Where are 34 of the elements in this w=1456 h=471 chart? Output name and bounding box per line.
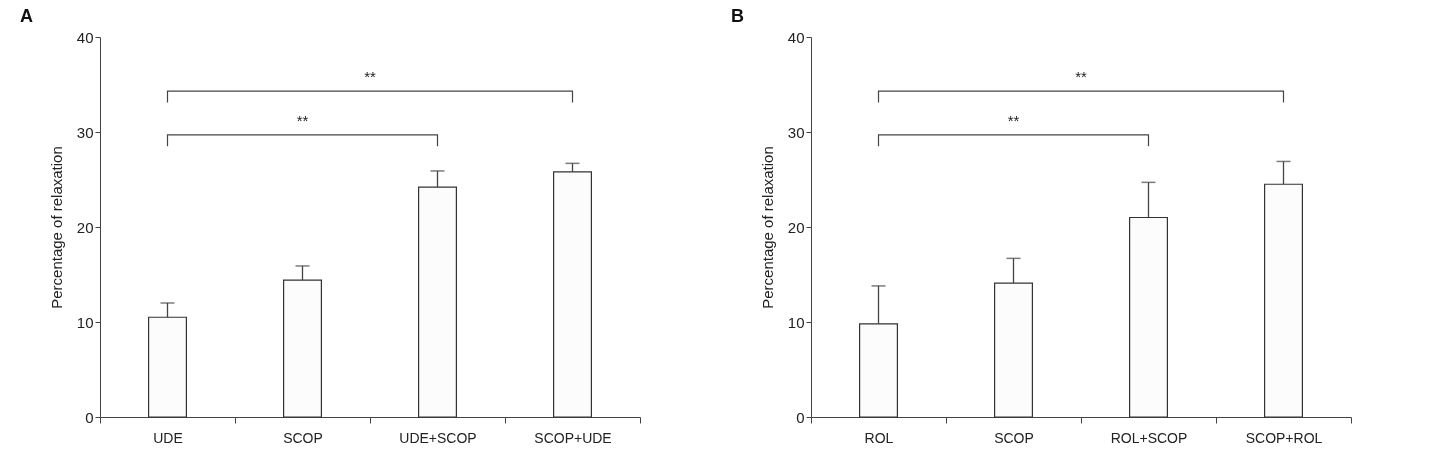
- annotation: **: [364, 68, 376, 86]
- x-tick-label: SCOP: [283, 429, 323, 446]
- chart-title: B: [731, 6, 744, 26]
- chart-title: A: [20, 6, 33, 26]
- y-tick-label: 20: [787, 218, 805, 236]
- y-axis-title: Percentage of relaxation: [47, 146, 65, 309]
- annotation: **: [1075, 68, 1087, 86]
- bar: [994, 282, 1033, 418]
- y-axis-title: Percentage of relaxation: [758, 146, 776, 309]
- bar: [553, 171, 592, 418]
- bar: [283, 279, 322, 418]
- y-tick-label: 20: [76, 218, 94, 236]
- x-tick-label: ROL: [864, 429, 894, 446]
- x-tick-label: SCOP+UDE: [534, 429, 612, 446]
- y-tick-label: 30: [76, 123, 94, 141]
- y-tick-label: 40: [76, 28, 94, 46]
- x-tick-label: UDE+SCOP: [399, 429, 477, 446]
- y-tick-label: 30: [787, 123, 805, 141]
- x-tick-label: UDE: [153, 429, 183, 446]
- bar: [1129, 216, 1168, 418]
- annotation: **: [1007, 111, 1020, 129]
- x-tick-label: SCOP+ROL: [1245, 429, 1323, 446]
- bar: [148, 316, 187, 418]
- x-tick-label: ROL+SCOP: [1110, 429, 1188, 446]
- annotation: **: [296, 111, 309, 129]
- y-tick-label: 10: [76, 313, 94, 331]
- y-tick-label: 40: [787, 28, 805, 46]
- y-tick-label: 0: [796, 408, 805, 426]
- x-tick-label: SCOP: [994, 429, 1034, 446]
- bar: [418, 186, 457, 418]
- y-tick-label: 10: [787, 313, 805, 331]
- bar: [859, 323, 898, 418]
- bar: [1264, 183, 1303, 418]
- y-tick-label: 0: [85, 408, 94, 426]
